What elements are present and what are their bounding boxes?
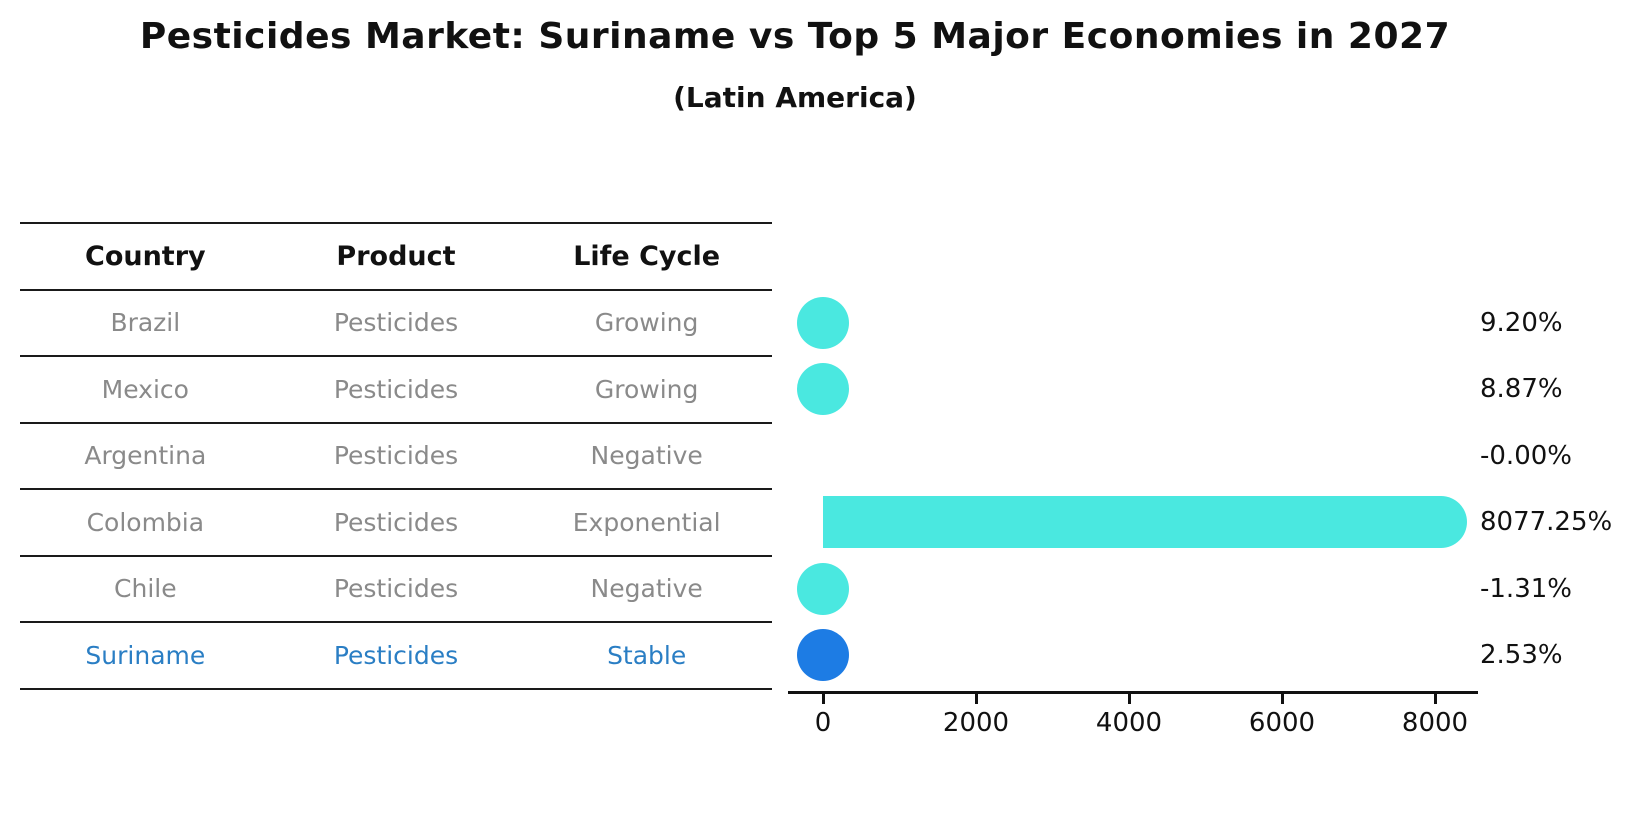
x-axis-tick-label: 2000 bbox=[942, 708, 1010, 738]
table-row: Mexico Pesticides Growing bbox=[20, 356, 772, 423]
value-label: -0.00% bbox=[1480, 440, 1572, 471]
cell-country: Mexico bbox=[101, 374, 189, 404]
table-header-row: Country Product Life Cycle bbox=[20, 223, 772, 290]
x-axis-tick bbox=[1127, 694, 1131, 704]
cell-life-cycle: Stable bbox=[607, 640, 687, 670]
cell-product: Pesticides bbox=[333, 574, 459, 604]
table-row: Argentina Pesticides Negative bbox=[20, 422, 772, 490]
cell-product: Pesticides bbox=[333, 640, 459, 670]
column-header-life-cycle: Life Cycle bbox=[573, 240, 721, 272]
x-axis-tick bbox=[1280, 694, 1284, 704]
cell-life-cycle: Growing bbox=[594, 374, 699, 404]
cell-country: Chile bbox=[114, 574, 177, 604]
x-axis-tick bbox=[974, 694, 978, 704]
chart-title: Pesticides Market: Suriname vs Top 5 Maj… bbox=[139, 16, 1451, 57]
value-label: -1.31% bbox=[1480, 573, 1572, 604]
cell-life-cycle: Negative bbox=[590, 574, 703, 604]
x-axis-tick-label: 6000 bbox=[1248, 708, 1316, 738]
column-header-product: Product bbox=[336, 240, 456, 272]
cell-life-cycle: Exponential bbox=[572, 507, 721, 537]
x-axis-tick bbox=[821, 694, 825, 704]
table-row: Chile Pesticides Negative bbox=[20, 555, 772, 623]
value-label: 8077.25% bbox=[1480, 507, 1613, 537]
x-axis-tick-label: 8000 bbox=[1401, 708, 1469, 738]
cell-product: Pesticides bbox=[333, 507, 459, 537]
bar-colombia bbox=[823, 496, 1467, 548]
value-label: 9.20% bbox=[1480, 307, 1563, 338]
bar-suriname bbox=[797, 629, 849, 681]
table-row-suriname: Suriname Pesticides Stable bbox=[20, 622, 772, 689]
table-row: Brazil Pesticides Growing bbox=[20, 289, 772, 357]
comparison-table: Country Product Life Cycle Brazil Pestic… bbox=[20, 222, 772, 690]
chart-subtitle: (Latin America) bbox=[673, 81, 917, 114]
x-axis-line bbox=[788, 691, 1478, 694]
cell-country: Colombia bbox=[86, 507, 205, 537]
cell-product: Pesticides bbox=[333, 441, 459, 471]
value-label: 8.87% bbox=[1480, 374, 1563, 404]
cell-life-cycle: Growing bbox=[594, 308, 699, 338]
cell-country: Argentina bbox=[84, 441, 207, 471]
cell-life-cycle: Negative bbox=[590, 441, 703, 471]
cell-product: Pesticides bbox=[333, 308, 459, 338]
x-axis-tick bbox=[1433, 694, 1437, 704]
table-row: Colombia Pesticides Exponential bbox=[20, 489, 772, 556]
column-header-country: Country bbox=[85, 240, 206, 272]
x-axis-tick-label: 0 bbox=[814, 708, 832, 738]
cell-country: Brazil bbox=[110, 308, 181, 338]
cell-country: Suriname bbox=[85, 640, 206, 670]
bar-brazil bbox=[797, 296, 849, 349]
bar-chile bbox=[797, 562, 849, 615]
value-label: 2.53% bbox=[1480, 640, 1563, 670]
x-axis-tick-label: 4000 bbox=[1095, 708, 1163, 738]
cell-product: Pesticides bbox=[333, 374, 459, 404]
bar-mexico bbox=[797, 363, 849, 415]
